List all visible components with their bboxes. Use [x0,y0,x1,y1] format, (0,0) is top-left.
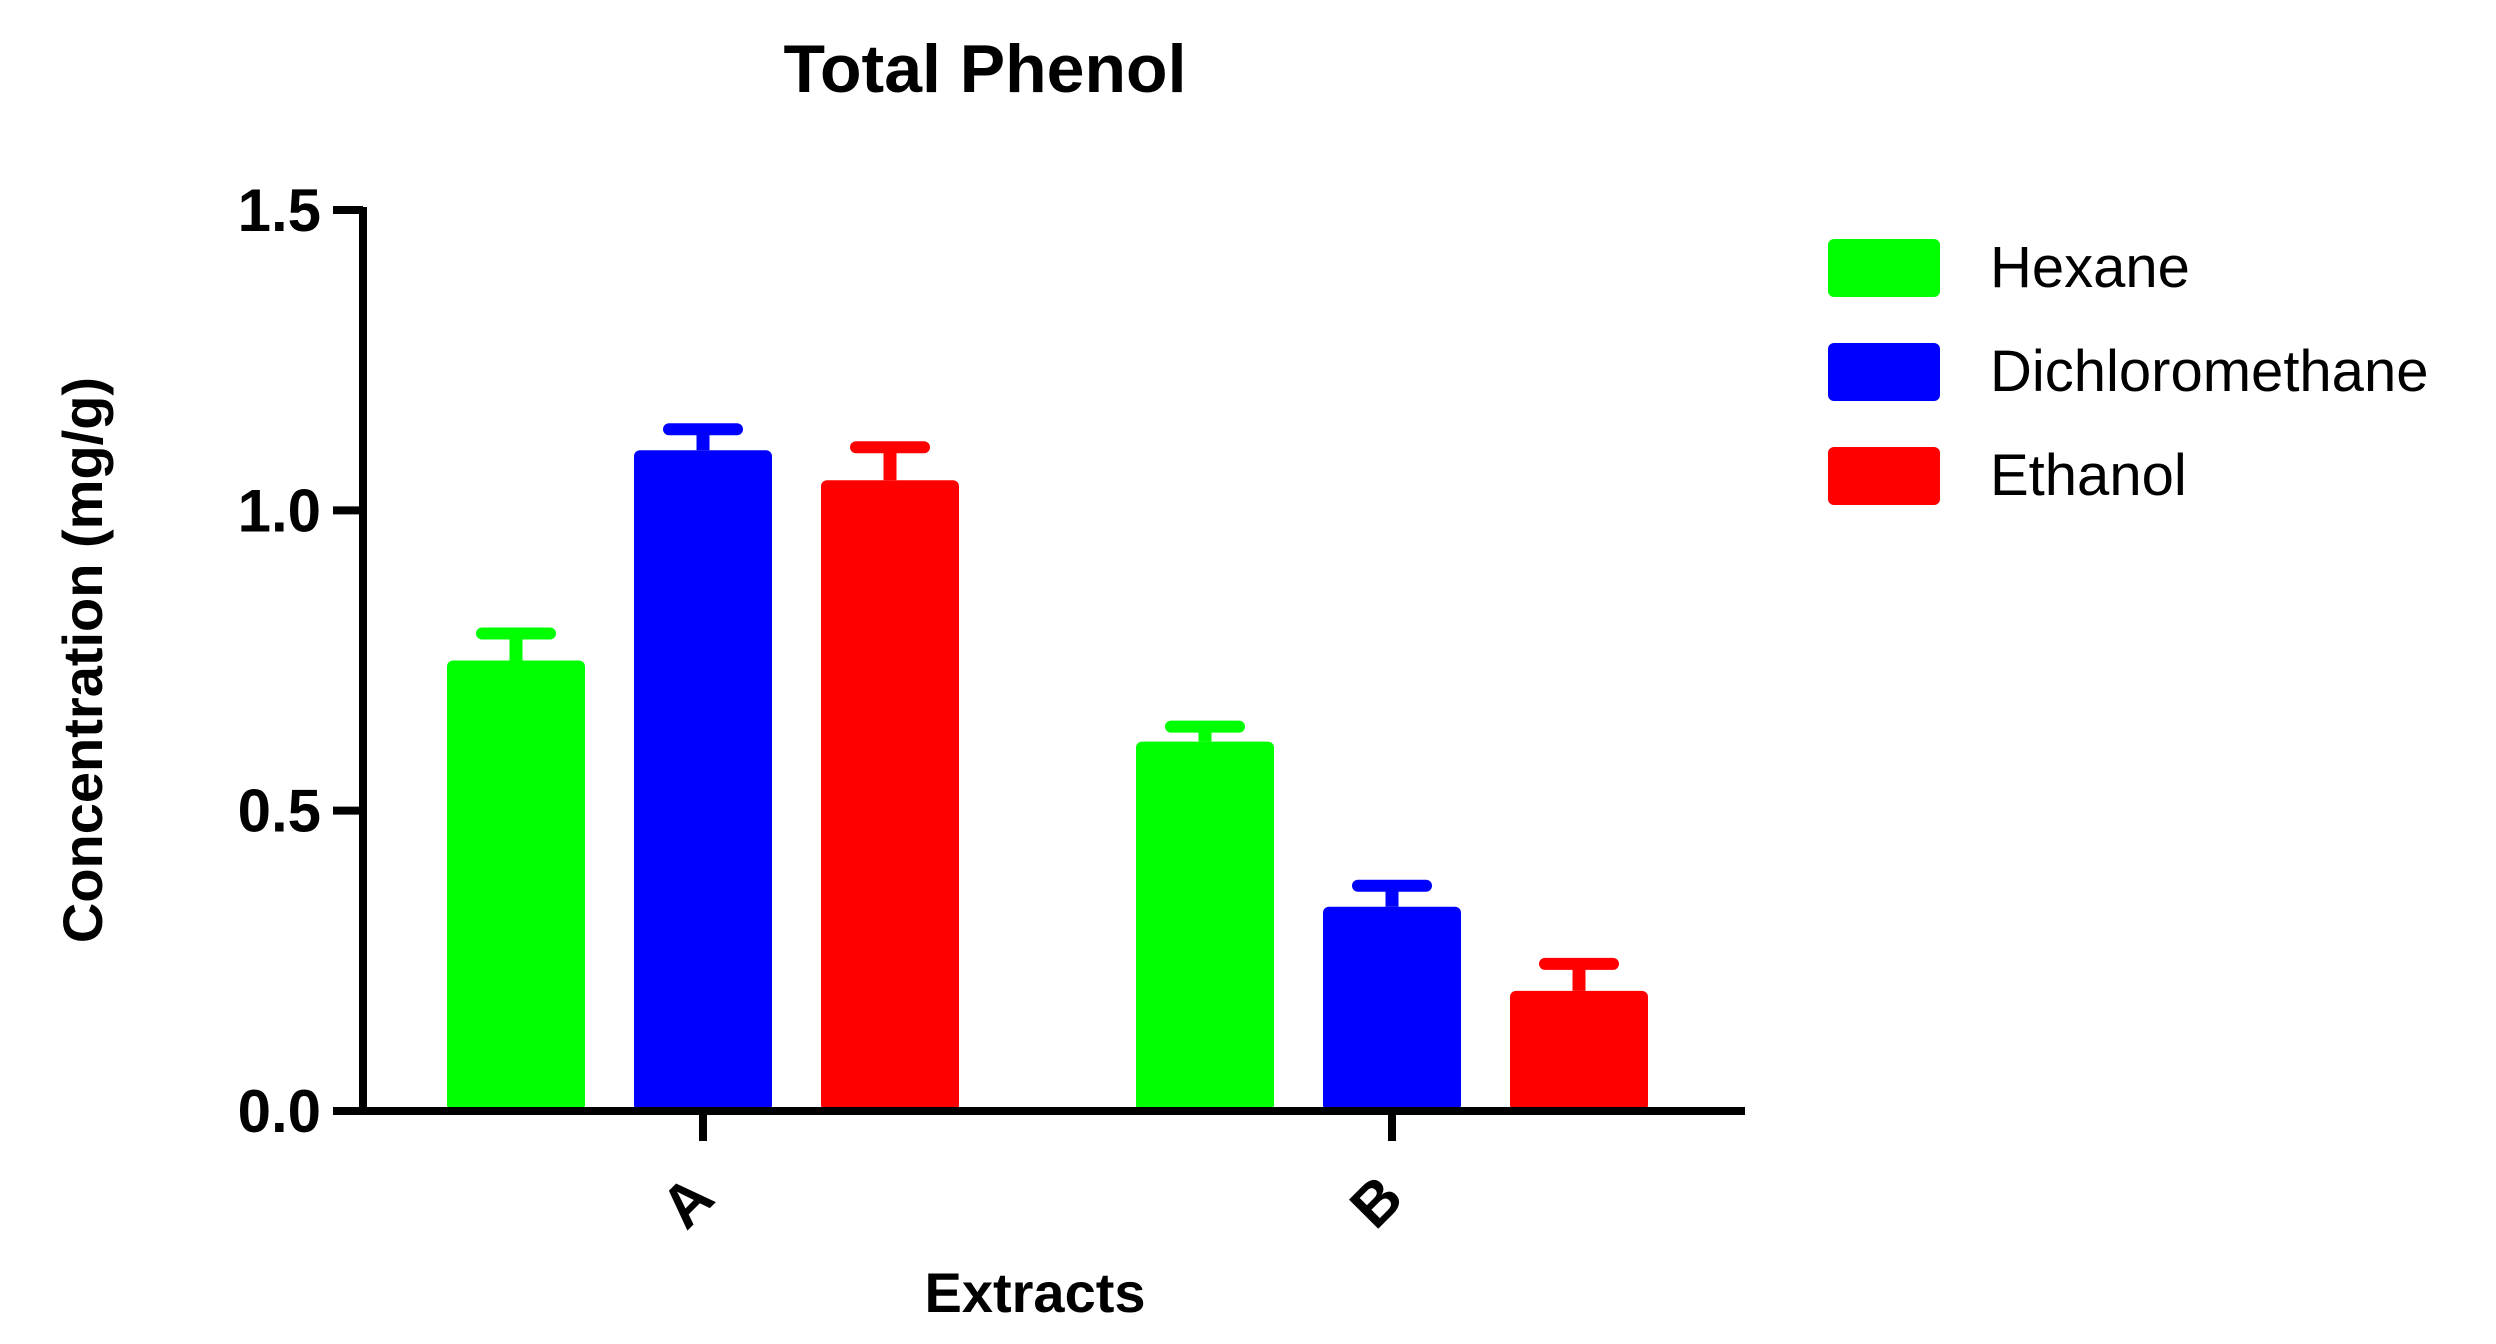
legend: Hexane Dichloromethane Ethanol [1828,235,2428,508]
x-axis-label: Extracts [924,1261,1145,1324]
bar-dichloromethane-b [1323,906,1461,1111]
y-tick-label: 1.5 [238,177,321,244]
bar-hexane-a [447,660,585,1111]
y-tick-label: 1.0 [238,477,321,544]
y-tick-label: 0.5 [238,778,321,845]
legend-swatch-hexane [1828,239,1940,297]
legend-swatch-dichloromethane [1828,343,1940,401]
bar-ethanol-b [1510,990,1648,1111]
legend-label-hexane: Hexane [1990,235,2190,300]
bar-ethanol-a [821,480,959,1111]
x-tick-label-b: B [1337,1163,1415,1241]
legend-swatch-ethanol [1828,447,1940,505]
legend-label-dichloromethane: Dichloromethane [1990,339,2428,404]
bar-dichloromethane-a [634,450,772,1111]
chart-title: Total Phenol [784,31,1187,107]
x-tick-label-a: A [648,1163,726,1241]
y-axis-label: Concentration (mg/g) [51,377,114,943]
bar-hexane-b [1136,741,1274,1111]
plot-area: 0.0 0.5 1.0 1.5 A B [238,177,1745,1241]
y-tick-label: 0.0 [238,1078,321,1145]
legend-label-ethanol: Ethanol [1990,443,2187,508]
